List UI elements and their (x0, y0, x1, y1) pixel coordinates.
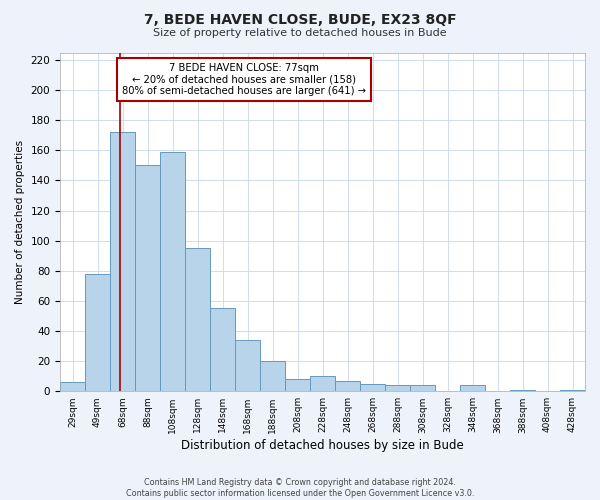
Bar (510, 390, 535, 392)
Bar (560, 390, 585, 392)
Bar (85, 274, 110, 392)
X-axis label: Distribution of detached houses by size in Bude: Distribution of detached houses by size … (181, 440, 464, 452)
Bar (385, 386, 410, 392)
Text: Size of property relative to detached houses in Bude: Size of property relative to detached ho… (153, 28, 447, 38)
Bar (260, 361, 285, 392)
Bar (135, 166, 160, 392)
Bar (185, 248, 210, 392)
Bar (110, 132, 135, 392)
Text: 7, BEDE HAVEN CLOSE, BUDE, EX23 8QF: 7, BEDE HAVEN CLOSE, BUDE, EX23 8QF (143, 12, 457, 26)
Y-axis label: Number of detached properties: Number of detached properties (15, 140, 25, 304)
Bar (410, 386, 435, 392)
Bar (360, 384, 385, 392)
Text: Contains HM Land Registry data © Crown copyright and database right 2024.
Contai: Contains HM Land Registry data © Crown c… (126, 478, 474, 498)
Bar (460, 386, 485, 392)
Bar (335, 381, 360, 392)
Bar (60, 382, 85, 392)
Bar (160, 152, 185, 392)
Text: 7 BEDE HAVEN CLOSE: 77sqm
← 20% of detached houses are smaller (158)
80% of semi: 7 BEDE HAVEN CLOSE: 77sqm ← 20% of detac… (122, 62, 366, 96)
Bar (310, 376, 335, 392)
Bar (235, 340, 260, 392)
Bar (285, 380, 310, 392)
Bar (210, 308, 235, 392)
